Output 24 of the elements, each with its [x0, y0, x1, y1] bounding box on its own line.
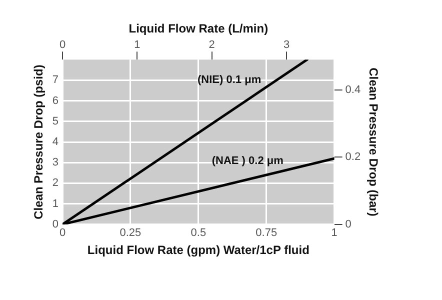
x-tick-label: 0.75 — [256, 227, 278, 240]
x-tick-label: 0.5 — [190, 227, 206, 240]
y-tick-label: 0 — [52, 218, 59, 230]
x2-tick-label: 1 — [134, 39, 140, 52]
y-tick-label: 2 — [52, 177, 59, 190]
y-tick-label: 3 — [52, 156, 59, 169]
x2-tick-label: 3 — [283, 39, 290, 52]
y2-axis-title: Clean Pressure Drop (bar) — [366, 68, 380, 216]
y-tick-label: 1 — [52, 198, 59, 210]
x-tick-label: 0.25 — [120, 227, 142, 240]
x2-tick-label: 2 — [208, 39, 215, 52]
y2-tick-label: 0 — [345, 218, 352, 230]
y-tick-label: 6 — [52, 94, 59, 107]
y-tick-label: 5 — [52, 115, 59, 128]
x2-axis-title: Liquid Flow Rate (L/min) — [128, 22, 268, 36]
x-axis-title: Liquid Flow Rate (gpm) Water/1cP fluid — [87, 243, 310, 258]
series-label: (NAE ) 0.2 μm — [212, 154, 284, 167]
y-tick-label: 7 — [52, 74, 59, 86]
y-axis-title: Clean Pressure Drop (psid) — [32, 64, 46, 220]
y2-tick-label: 0.4 — [345, 84, 361, 96]
y-tick-label: 4 — [52, 136, 59, 148]
y2-tick-label: 0.2 — [345, 151, 361, 164]
series-label: (NIE) 0.1 μm — [198, 74, 262, 86]
x-tick-label: 1 — [331, 227, 338, 240]
